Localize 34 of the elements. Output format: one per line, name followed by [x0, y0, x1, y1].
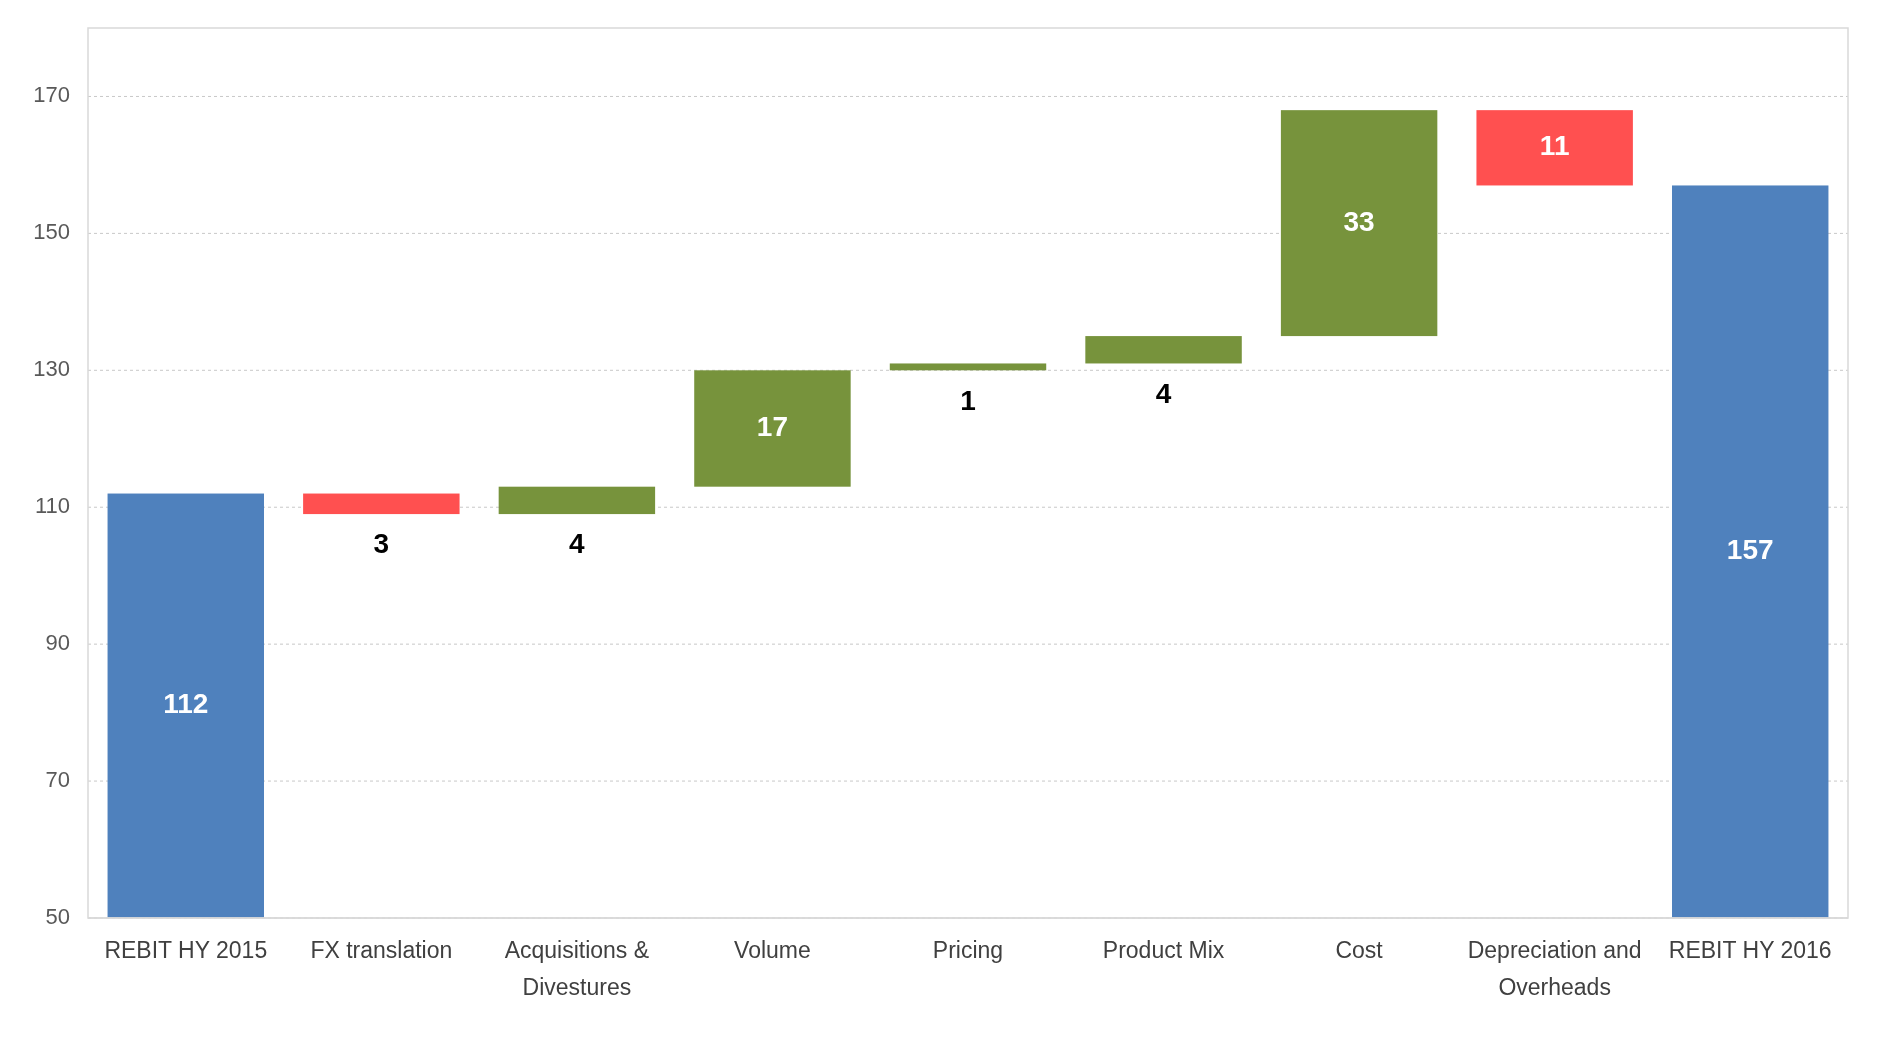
bar: [303, 493, 460, 515]
x-tick-label: Acquisitions & Divestures: [504, 937, 650, 1000]
data-label: 33: [1343, 205, 1375, 237]
bar: [1672, 185, 1829, 918]
bar: [694, 370, 851, 487]
y-tick-label: 110: [34, 493, 70, 519]
y-tick-label: 70: [45, 766, 70, 792]
y-tick-label: 50: [45, 903, 70, 929]
x-tick-label: Volume: [734, 937, 811, 963]
data-label: 1: [960, 384, 976, 416]
data-label: 112: [163, 688, 209, 720]
x-tick-label: FX translation: [310, 937, 453, 963]
x-tick-label: Cost: [1335, 937, 1384, 963]
x-tick-label: REBIT HY 2016: [1668, 937, 1832, 963]
data-label: 17: [756, 410, 789, 442]
data-label: 11: [1539, 130, 1570, 162]
data-label: 157: [1726, 534, 1774, 566]
bar: [498, 486, 656, 515]
y-tick-label: 90: [45, 629, 70, 655]
x-tick-label: REBIT HY 2015: [104, 937, 268, 963]
bar: [107, 493, 264, 918]
data-label: 3: [373, 528, 390, 560]
y-tick-label: 150: [33, 219, 70, 245]
x-tick-label: Product Mix: [1102, 937, 1225, 963]
data-label: 4: [1155, 377, 1172, 409]
x-tick-label: Pricing: [932, 937, 1004, 963]
bar: [1280, 110, 1438, 337]
data-label: 4: [569, 528, 586, 560]
bar: [1085, 336, 1242, 364]
bar: [1476, 110, 1633, 186]
y-tick-label: 170: [33, 82, 70, 108]
bar: [889, 363, 1047, 371]
y-tick-label: 130: [33, 356, 70, 382]
x-tick-label: Depreciation and Overheads: [1467, 937, 1642, 1000]
